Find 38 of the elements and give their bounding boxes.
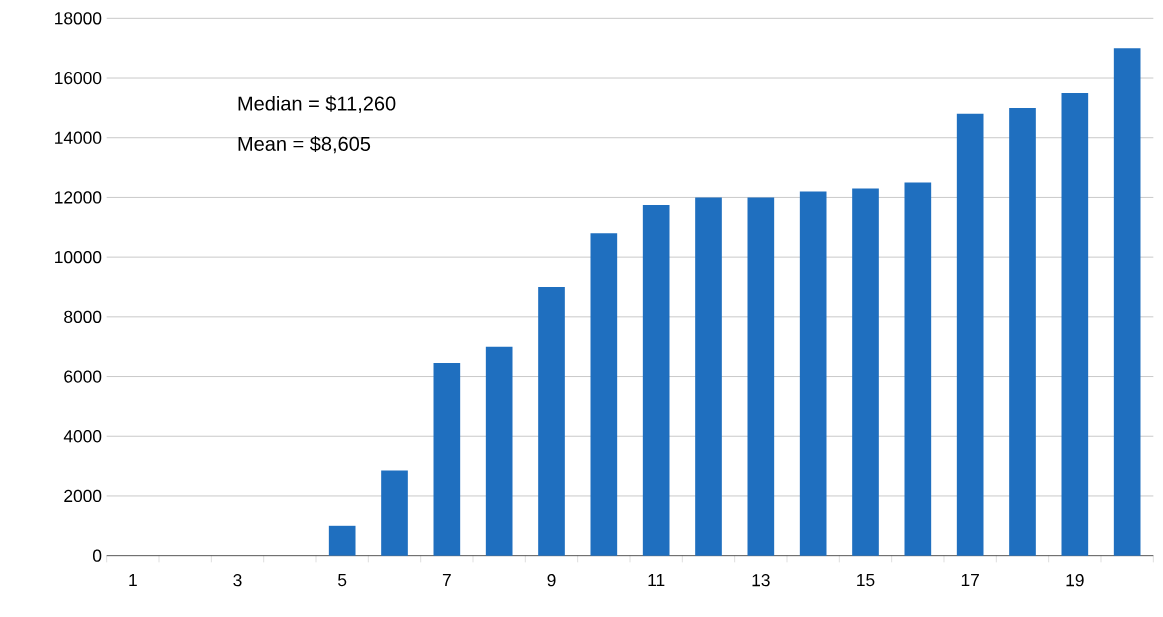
x-tick-label: 13 [752,574,770,587]
y-tick-label: 8000 [64,310,102,323]
x-tick-label: 9 [547,574,556,587]
bar [433,363,461,556]
bar [747,197,775,556]
bar [695,197,722,556]
x-tick-label: 5 [338,574,347,587]
y-tick-label: 0 [93,549,102,562]
bar [642,204,670,556]
x-tick-label: 11 [648,574,665,586]
x-tick-label: 17 [961,574,979,586]
y-tick-label: 14000 [55,131,102,144]
bar [485,346,513,556]
annotation: Mean = $8,605 [238,135,371,154]
x-tick-label: 19 [1066,574,1084,587]
y-tick-label: 6000 [64,370,102,383]
bar [590,233,618,556]
bar [1061,92,1089,556]
y-tick-label: 16000 [55,71,102,85]
bar [328,525,356,556]
y-tick-label: 2000 [64,489,102,503]
x-tick-label: 15 [857,574,875,587]
bar [1009,107,1036,556]
y-tick-label: 10000 [55,251,102,264]
bar [904,182,932,556]
bar [381,470,408,556]
x-tick-label: 7 [442,574,451,586]
bar [1113,48,1141,556]
annotation: Median = $11,260 [238,95,396,113]
y-tick-label: 18000 [55,12,102,25]
y-tick-label: 4000 [63,430,102,443]
x-tick-label: 1 [129,574,137,586]
bar [956,113,984,556]
x-tick-label: 3 [233,574,242,587]
bar [799,191,827,556]
bar [852,188,879,556]
y-tick-label: 12000 [55,191,102,204]
bar [538,286,565,556]
